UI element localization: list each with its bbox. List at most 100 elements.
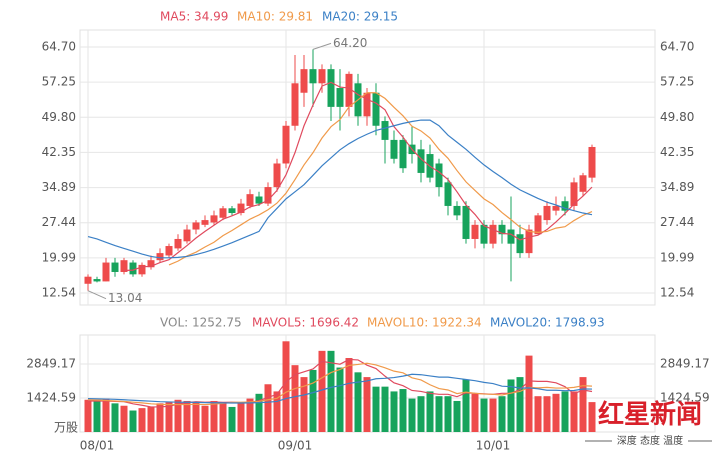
volume-bar bbox=[147, 406, 155, 432]
volume-bar bbox=[237, 403, 245, 432]
candle-body bbox=[174, 238, 182, 249]
candle-body bbox=[561, 201, 569, 211]
y-tick-label-right: 64.70 bbox=[660, 39, 694, 53]
candle-body bbox=[246, 194, 254, 206]
candle-body bbox=[570, 182, 578, 206]
candle-body bbox=[417, 149, 425, 173]
candle-body bbox=[327, 69, 335, 107]
volume-bar bbox=[120, 405, 128, 432]
volume-bar bbox=[579, 377, 587, 432]
volume-bar bbox=[417, 396, 425, 432]
volume-bar bbox=[201, 405, 209, 432]
candle-body bbox=[543, 205, 551, 221]
candle-body bbox=[534, 215, 542, 235]
candle-body bbox=[318, 69, 326, 84]
y-tick-label-right: 42.35 bbox=[660, 145, 694, 159]
volume-bar bbox=[174, 399, 182, 432]
volume-bar bbox=[156, 403, 164, 432]
y-tick-label: 1424.59 bbox=[26, 390, 76, 404]
price-panel bbox=[79, 29, 656, 306]
candle-body bbox=[471, 224, 479, 239]
y-tick-label-right: 57.25 bbox=[660, 75, 694, 89]
volume-bar bbox=[489, 398, 497, 432]
y-tick-label: 64.70 bbox=[42, 39, 76, 53]
volume-bar bbox=[282, 341, 290, 432]
volume-bar bbox=[255, 393, 263, 432]
volume-bar bbox=[435, 396, 443, 432]
candle-body bbox=[282, 125, 290, 164]
candle-body bbox=[507, 229, 515, 244]
volume-bar bbox=[264, 384, 272, 432]
volume-bar bbox=[507, 379, 515, 432]
candle-body bbox=[579, 175, 587, 192]
candle-body bbox=[210, 215, 218, 223]
volume-bar bbox=[210, 400, 218, 432]
candle-body bbox=[498, 224, 506, 235]
volume-bar bbox=[318, 350, 326, 432]
volume-bar bbox=[129, 410, 137, 432]
ma-line bbox=[168, 92, 593, 266]
volume-bar bbox=[408, 398, 416, 432]
candle-body bbox=[192, 222, 200, 230]
y-tick-label: 34.89 bbox=[42, 180, 76, 194]
x-tick-label: 08/01 bbox=[80, 439, 115, 453]
candle-body bbox=[147, 260, 155, 268]
y-tick-label: 27.44 bbox=[42, 215, 76, 229]
volume-bar bbox=[111, 403, 119, 432]
volume-bar bbox=[102, 398, 110, 432]
y-tick-label: 57.25 bbox=[42, 75, 76, 89]
candle-body bbox=[102, 262, 110, 282]
legend-entry: MAVOL20: 1798.93 bbox=[490, 316, 605, 330]
candle-body bbox=[399, 139, 407, 169]
annotation-leader bbox=[312, 42, 332, 50]
legend-entry: VOL: 1252.75 bbox=[160, 316, 242, 330]
candle-body bbox=[264, 187, 272, 204]
volume-bar bbox=[345, 358, 353, 432]
volume-bar bbox=[426, 391, 434, 432]
volume-bar bbox=[570, 391, 578, 432]
candle-body bbox=[255, 196, 263, 204]
candle-body bbox=[336, 88, 344, 107]
y-tick-label-right: 12.54 bbox=[660, 286, 694, 300]
volume-bar bbox=[525, 355, 533, 432]
x-tick-label: 10/01 bbox=[476, 439, 511, 453]
volume-bar bbox=[336, 367, 344, 432]
volume-bar bbox=[84, 399, 92, 432]
volume-bar bbox=[480, 398, 488, 432]
volume-bar bbox=[291, 365, 299, 432]
y-tick-label: 2849.17 bbox=[26, 356, 76, 370]
candle-body bbox=[237, 203, 245, 214]
candle-body bbox=[273, 163, 281, 188]
volume-bar bbox=[399, 389, 407, 432]
candle-body bbox=[390, 139, 398, 159]
candle-body bbox=[525, 229, 533, 254]
volume-bar bbox=[516, 377, 524, 432]
volume-bar bbox=[219, 402, 227, 432]
annotation-leader bbox=[87, 290, 107, 300]
volume-bar bbox=[498, 396, 506, 432]
y-tick-label-right: 27.44 bbox=[660, 215, 694, 229]
y-tick-label-right: 34.89 bbox=[660, 180, 694, 194]
volume-bar bbox=[390, 391, 398, 432]
watermark-slogan: 深度 态度 温度 bbox=[617, 434, 683, 447]
volume-bar bbox=[444, 396, 452, 432]
candle-body bbox=[219, 208, 227, 218]
candle-body bbox=[183, 229, 191, 242]
volume-unit: 万股 bbox=[54, 421, 78, 435]
candle-body bbox=[480, 224, 488, 244]
candle-body bbox=[516, 234, 524, 254]
candle-body bbox=[345, 73, 353, 107]
candle-body bbox=[372, 92, 380, 126]
candle-body bbox=[201, 220, 209, 225]
candle-body bbox=[93, 279, 101, 282]
candle-body bbox=[309, 69, 317, 84]
volume-bar bbox=[165, 402, 173, 432]
candle-body bbox=[552, 205, 560, 211]
x-tick-label: 09/01 bbox=[278, 439, 313, 453]
legend-entry: MA5: 34.99 bbox=[160, 10, 228, 24]
volume-bar bbox=[534, 396, 542, 432]
candle-body bbox=[111, 262, 119, 272]
volume-bar bbox=[93, 400, 101, 432]
candle-body bbox=[435, 163, 443, 188]
